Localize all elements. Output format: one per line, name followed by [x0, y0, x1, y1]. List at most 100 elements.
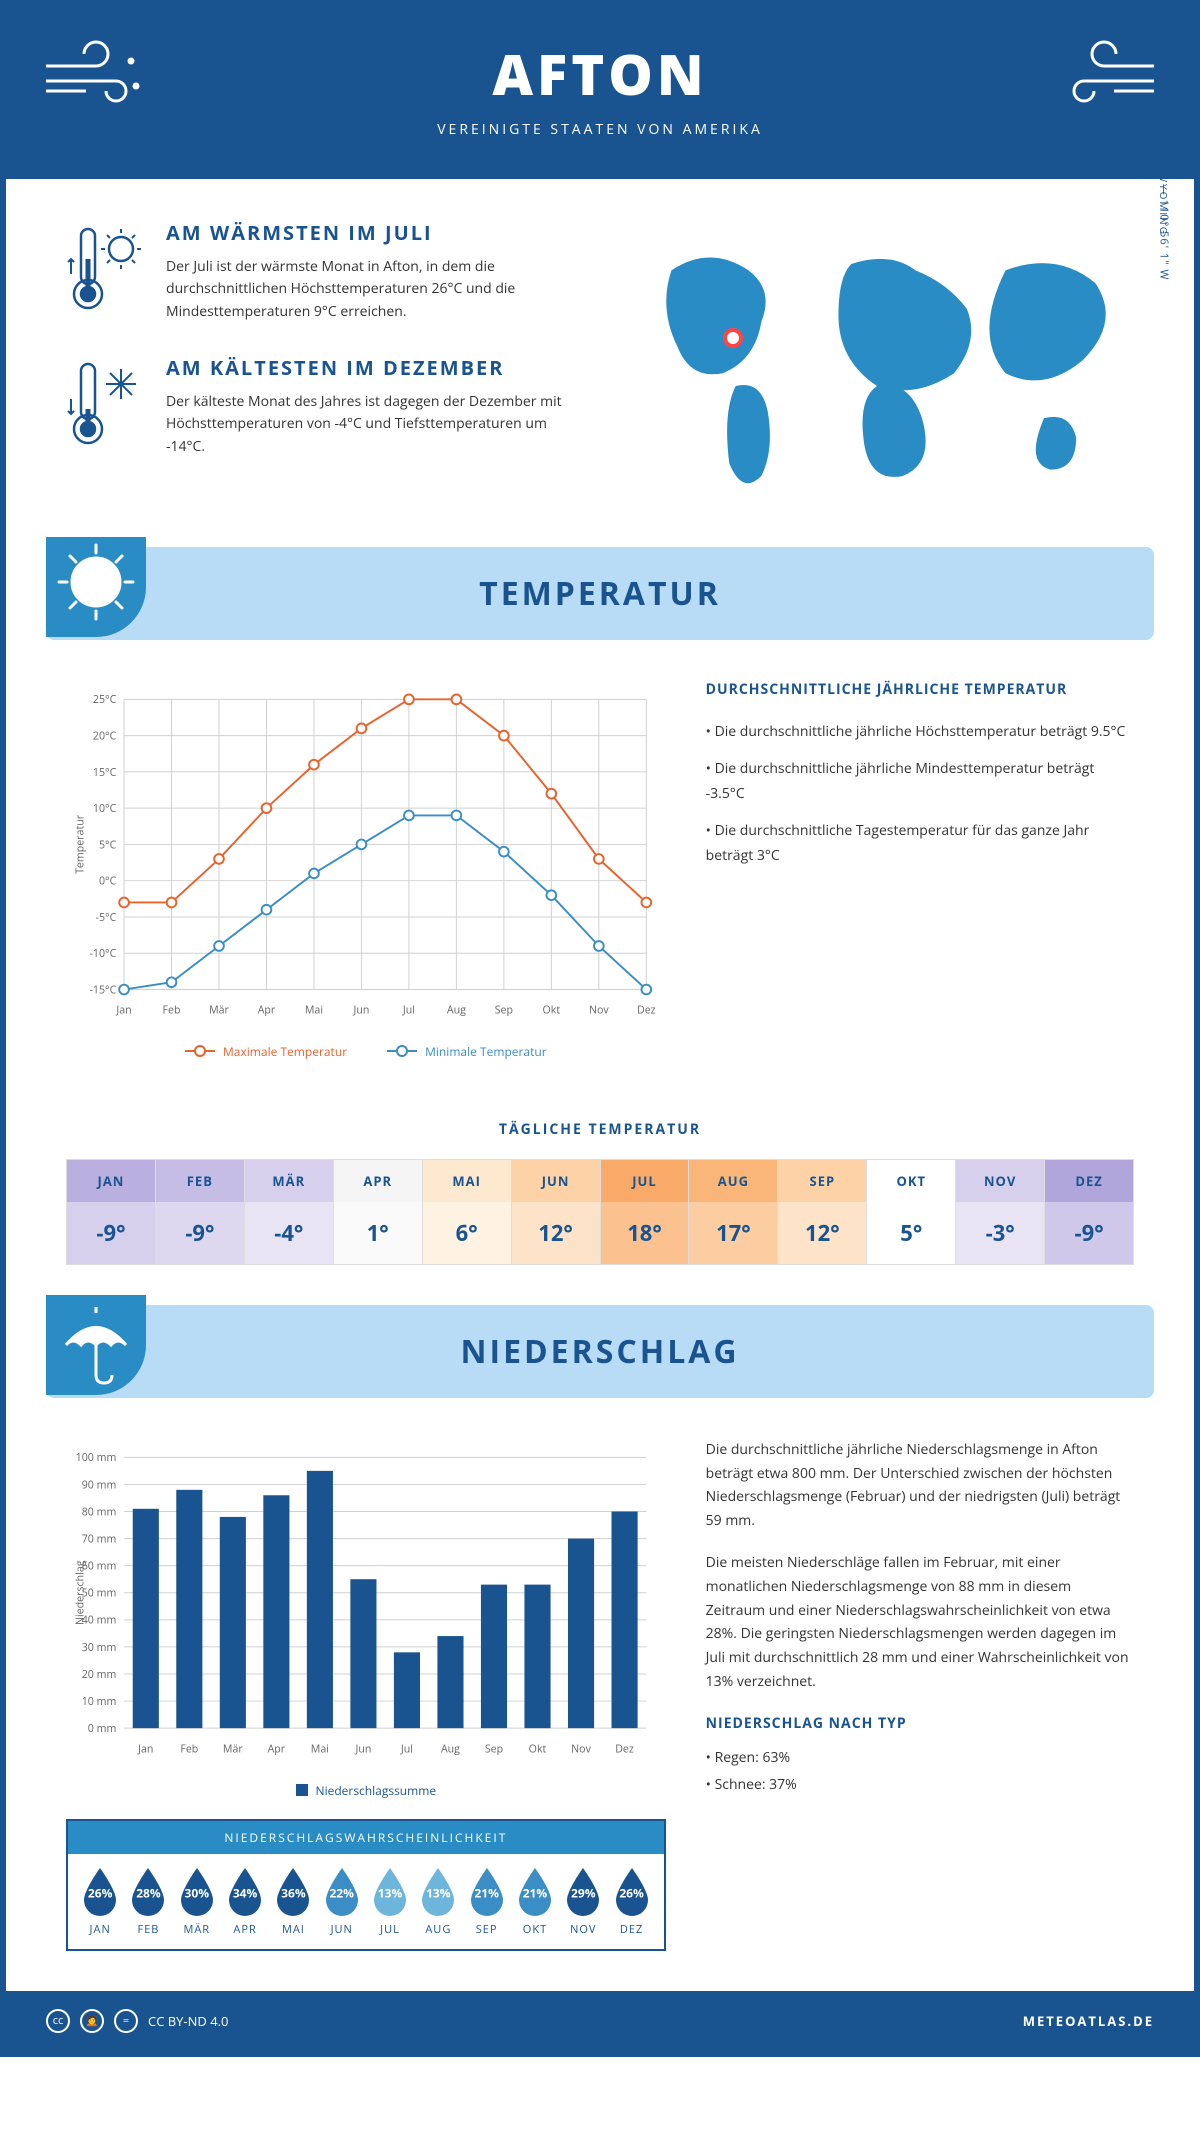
by-icon: 🙍 [80, 2009, 104, 2033]
svg-text:Jul: Jul [400, 1742, 413, 1756]
svg-text:Feb: Feb [163, 1003, 181, 1017]
warmest-block: AM WÄRMSTEN IM JULI Der Juli ist der wär… [66, 219, 580, 324]
thermometer-sun-icon [66, 219, 146, 324]
svg-text:Sep: Sep [495, 1003, 513, 1017]
svg-text:10 mm: 10 mm [82, 1695, 117, 1709]
precip-legend: Niederschlagssumme [66, 1782, 666, 1799]
temp-cell: JUL18° [601, 1160, 690, 1264]
page-header: AFTON VEREINIGTE STAATEN VON AMERIKA [6, 6, 1194, 179]
temperature-summary: DURCHSCHNITTLICHE JÄHRLICHE TEMPERATUR •… [706, 680, 1134, 1060]
svg-text:Jun: Jun [354, 1742, 371, 1756]
precip-bytype-title: NIEDERSCHLAG NACH TYP [706, 1712, 1134, 1736]
svg-text:Jul: Jul [402, 1003, 415, 1017]
temp-cell: APR1° [334, 1160, 423, 1264]
svg-text:Jan: Jan [137, 1742, 153, 1756]
coldest-text: Der kälteste Monat des Jahres ist dagege… [166, 391, 580, 458]
bytype-item: • Schnee: 37% [706, 1773, 1134, 1797]
temp-cell: MÄR-4° [245, 1160, 334, 1264]
svg-text:100 mm: 100 mm [76, 1451, 117, 1465]
precipitation-text: Die durchschnittliche jährliche Niedersc… [706, 1438, 1134, 1951]
prob-title: NIEDERSCHLAGSWAHRSCHEINLICHKEIT [68, 1821, 664, 1854]
temp-cell: OKT5° [867, 1160, 956, 1264]
drop-icon: 26% [612, 1866, 652, 1916]
license-text: CC BY-ND 4.0 [148, 2012, 228, 2030]
drop-icon: 26% [80, 1866, 120, 1916]
temperature-chart: -15°C-10°C-5°C0°C5°C10°C15°C20°C25°CJanF… [66, 680, 666, 1060]
nd-icon: = [114, 2009, 138, 2033]
svg-text:Jan: Jan [115, 1003, 131, 1017]
warmest-title: AM WÄRMSTEN IM JULI [166, 219, 580, 246]
world-map-panel: WYOMING 42° 43' 24" N — 110° 56' 1" W [620, 219, 1134, 507]
svg-text:Dez: Dez [615, 1742, 634, 1756]
svg-text:Feb: Feb [180, 1742, 198, 1756]
svg-text:-10°C: -10°C [89, 947, 116, 961]
page-title: AFTON [26, 36, 1174, 112]
page-subtitle: VEREINIGTE STAATEN VON AMERIKA [26, 120, 1174, 139]
prob-cell: 22% JUN [318, 1866, 366, 1937]
daily-temperature: TÄGLICHE TEMPERATUR JAN-9°FEB-9°MÄR-4°AP… [6, 1100, 1194, 1305]
drop-icon: 28% [128, 1866, 168, 1916]
svg-text:10°C: 10°C [93, 802, 117, 816]
drop-icon: 13% [418, 1866, 458, 1916]
wind-icon [1044, 36, 1164, 116]
legend-max: Maximale Temperatur [223, 1043, 347, 1060]
prob-cell: 28% FEB [124, 1866, 172, 1937]
svg-text:Sep: Sep [485, 1742, 503, 1756]
svg-text:15°C: 15°C [93, 765, 117, 779]
prob-cell: 29% NOV [559, 1866, 607, 1937]
drop-icon: 30% [177, 1866, 217, 1916]
precipitation-title: NIEDERSCHLAG [106, 1330, 1094, 1373]
svg-text:0 mm: 0 mm [88, 1722, 117, 1736]
temperature-legend: Maximale Temperatur Minimale Temperatur [66, 1043, 666, 1060]
svg-text:Mär: Mär [209, 1003, 229, 1017]
temp-cell: SEP12° [778, 1160, 867, 1264]
page-footer: cc 🙍 = CC BY-ND 4.0 METEOATLAS.DE [6, 1991, 1194, 2051]
precipitation-chart: 0 mm10 mm20 mm30 mm40 mm50 mm60 mm70 mm8… [66, 1438, 666, 1799]
drop-icon: 34% [225, 1866, 265, 1916]
drop-icon: 13% [370, 1866, 410, 1916]
daily-temp-title: TÄGLICHE TEMPERATUR [66, 1120, 1134, 1139]
umbrella-icon [46, 1295, 146, 1395]
prob-cell: 13% AUG [414, 1866, 462, 1937]
temp-bullet: • Die durchschnittliche Tagestemperatur … [706, 818, 1134, 868]
svg-text:Apr: Apr [258, 1003, 276, 1017]
precipitation-section-header: NIEDERSCHLAG [46, 1305, 1154, 1398]
temp-cell: JAN-9° [67, 1160, 156, 1264]
svg-text:Mai: Mai [311, 1742, 329, 1756]
prob-cell: 21% SEP [463, 1866, 511, 1937]
svg-text:Niederschlag: Niederschlag [73, 1560, 87, 1625]
drop-icon: 36% [273, 1866, 313, 1916]
temp-bullet: • Die durchschnittliche jährliche Höchst… [706, 719, 1134, 744]
svg-text:Mai: Mai [305, 1003, 323, 1017]
temp-summary-title: DURCHSCHNITTLICHE JÄHRLICHE TEMPERATUR [706, 680, 1134, 699]
precip-para-1: Die durchschnittliche jährliche Niedersc… [706, 1438, 1134, 1533]
drop-icon: 21% [515, 1866, 555, 1916]
temp-cell: JUN12° [512, 1160, 601, 1264]
temperature-title: TEMPERATUR [106, 572, 1094, 615]
svg-text:Okt: Okt [543, 1003, 561, 1017]
warmest-text: Der Juli ist der wärmste Monat in Afton,… [166, 256, 580, 323]
svg-text:Apr: Apr [268, 1742, 286, 1756]
svg-text:Mär: Mär [223, 1742, 243, 1756]
precip-legend-label: Niederschlagssumme [316, 1782, 437, 1799]
thermometer-snow-icon [66, 354, 146, 459]
svg-text:Nov: Nov [589, 1003, 609, 1017]
prob-cell: 26% DEZ [607, 1866, 655, 1937]
bytype-item: • Regen: 63% [706, 1746, 1134, 1770]
coldest-title: AM KÄLTESTEN IM DEZEMBER [166, 354, 580, 381]
svg-text:Aug: Aug [447, 1003, 466, 1017]
cc-icon: cc [46, 2009, 70, 2033]
precipitation-probability: NIEDERSCHLAGSWAHRSCHEINLICHKEIT 26% JAN … [66, 1819, 666, 1951]
svg-text:20 mm: 20 mm [82, 1668, 117, 1682]
prob-cell: 26% JAN [76, 1866, 124, 1937]
svg-text:Aug: Aug [441, 1742, 460, 1756]
temperature-section-header: TEMPERATUR [46, 547, 1154, 640]
svg-text:20°C: 20°C [93, 729, 117, 743]
map-marker-icon [723, 328, 743, 348]
prob-cell: 36% MAI [269, 1866, 317, 1937]
coldest-block: AM KÄLTESTEN IM DEZEMBER Der kälteste Mo… [66, 354, 580, 459]
drop-icon: 29% [563, 1866, 603, 1916]
svg-text:0°C: 0°C [99, 874, 117, 888]
site-label: METEOATLAS.DE [1023, 2012, 1154, 2030]
svg-text:5°C: 5°C [99, 838, 117, 852]
